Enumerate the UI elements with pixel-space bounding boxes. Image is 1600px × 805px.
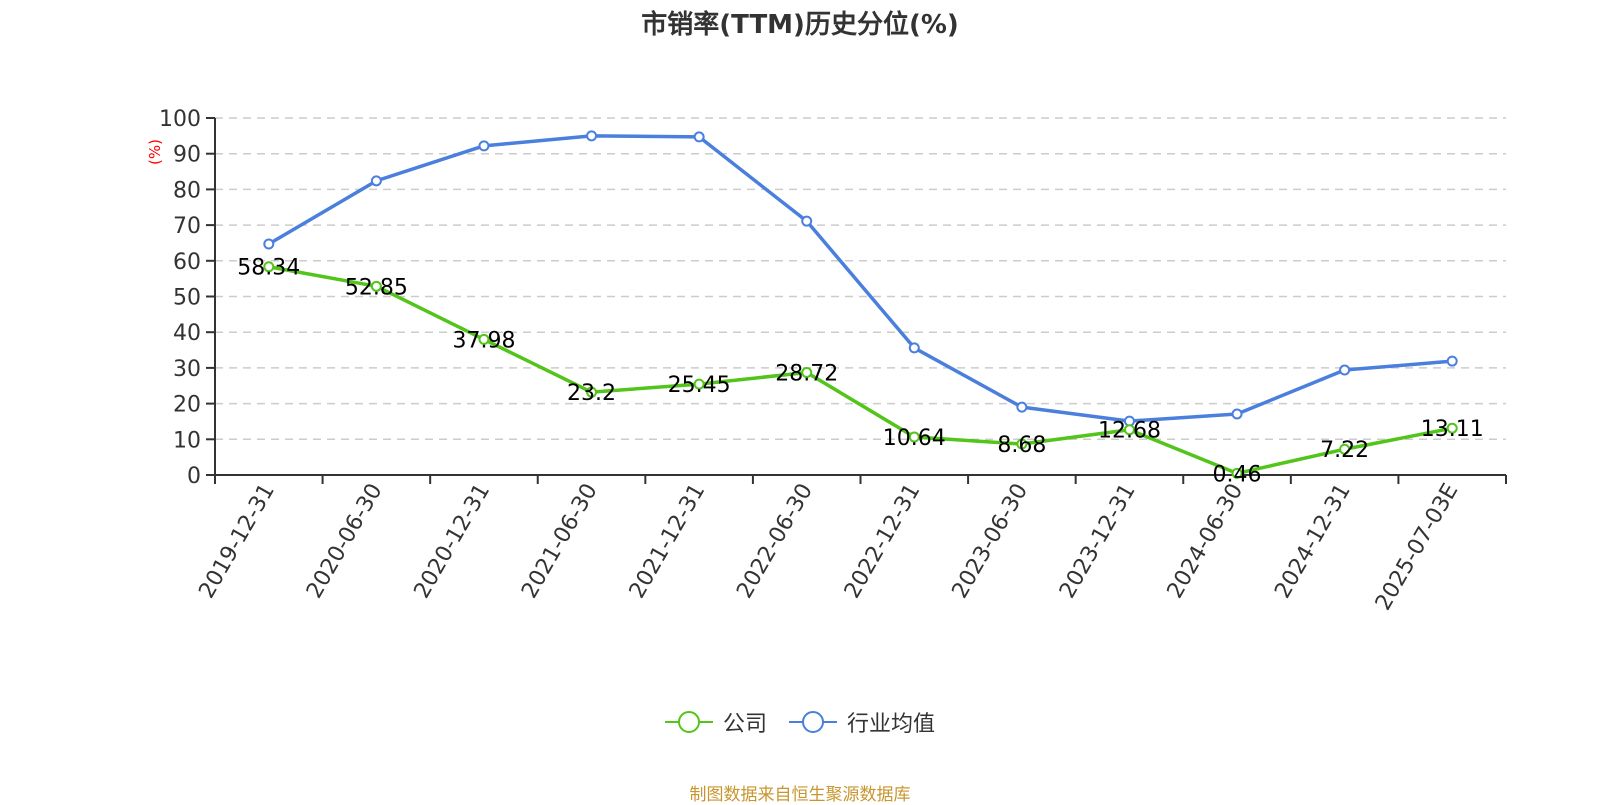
x-tick-label: 2020-12-31 (410, 480, 496, 603)
legend-label-industry: 行业均值 (847, 712, 936, 737)
data-point-marker (478, 140, 490, 152)
data-label: 8.68 (997, 433, 1046, 458)
data-label: 58.34 (237, 256, 300, 281)
y-tick-label: 100 (159, 107, 201, 132)
y-tick-label: 0 (187, 464, 201, 489)
data-label: 10.64 (883, 426, 946, 451)
y-tick-label: 10 (173, 428, 201, 453)
data-point-marker (801, 366, 813, 378)
data-point-marker (263, 238, 275, 250)
data-point-marker (370, 280, 382, 292)
data-point-marker (908, 342, 920, 354)
data-label: 25.45 (668, 373, 731, 398)
legend-item-company[interactable]: 公司 (664, 706, 767, 738)
y-tick-label: 90 (173, 143, 201, 168)
series-line (267, 134, 1453, 423)
x-tick-label: 2019-12-31 (194, 480, 280, 603)
legend-label-company: 公司 (722, 712, 767, 737)
y-axis-unit-label: (%) (146, 139, 164, 165)
data-point-marker (693, 378, 705, 390)
data-point-marker (1016, 401, 1028, 413)
data-point-marker (801, 215, 813, 227)
x-tick-label: 2022-12-31 (840, 480, 926, 603)
data-label: 23.2 (567, 381, 616, 406)
legend-circle-icon (677, 711, 700, 733)
data-label: 13.11 (1421, 417, 1484, 442)
data-point-marker (908, 431, 920, 443)
y-tick-label: 60 (173, 250, 201, 275)
y-tick-label: 50 (173, 286, 201, 311)
y-tick-label: 30 (173, 357, 201, 382)
line-chart: 0 10 20 30 40 50 60 70 80 90 100 (%) 2019-12-31 2020-… (146, 107, 1507, 615)
data-point-marker (586, 386, 598, 398)
series-line (268, 265, 1453, 476)
data-point-marker (1339, 443, 1351, 455)
legend-circle-icon (802, 711, 824, 733)
legend-item-industry[interactable]: 行业均值 (789, 706, 935, 738)
data-point-marker (586, 130, 598, 142)
y-tick-label: 80 (173, 178, 201, 203)
data-label: 7.22 (1320, 438, 1369, 463)
data-point-marker (263, 261, 275, 273)
data-point-marker (1123, 424, 1135, 436)
data-point-marker (1446, 355, 1458, 367)
data-point-marker (1339, 364, 1351, 376)
x-tick-label: 2025-07-03E (1371, 480, 1464, 615)
data-label: 52.85 (345, 275, 408, 300)
data-label: 28.72 (775, 361, 838, 386)
x-tick-label: 2021-06-30 (517, 480, 603, 603)
legend-line-circle-icon (789, 711, 837, 733)
y-tick-label: 40 (173, 321, 201, 346)
data-point-marker (693, 131, 705, 143)
data-point-marker (1016, 438, 1028, 450)
data-label: 12.68 (1098, 419, 1161, 444)
x-tick-label: 2022-06-30 (732, 480, 818, 603)
legend-line-circle-icon (664, 711, 713, 733)
y-tick-label: 70 (173, 214, 201, 239)
data-point-marker (1231, 467, 1243, 479)
data-point-marker (478, 333, 490, 345)
data-label: 37.98 (452, 328, 515, 353)
x-tick-label: 2023-06-30 (947, 480, 1033, 603)
x-tick-label: 2020-06-30 (302, 480, 388, 603)
x-tick-label: 2023-12-31 (1055, 480, 1141, 603)
chart-title: 市销率(TTM)历史分位(%) (641, 10, 959, 40)
x-tick-label: 2021-12-31 (625, 480, 711, 603)
data-point-marker (370, 175, 382, 187)
data-label: 0.46 (1213, 462, 1262, 487)
data-point-marker (1231, 408, 1243, 420)
data-point-marker (1446, 422, 1458, 434)
x-tick-label: 2024-06-30 (1163, 480, 1249, 603)
legend: 公司 行业均值 (0, 706, 1600, 738)
data-source-footer: 制图数据来自恒生聚源数据库 (689, 785, 911, 805)
x-tick-label: 2024-12-31 (1270, 480, 1356, 603)
y-tick-label: 20 (173, 393, 201, 418)
